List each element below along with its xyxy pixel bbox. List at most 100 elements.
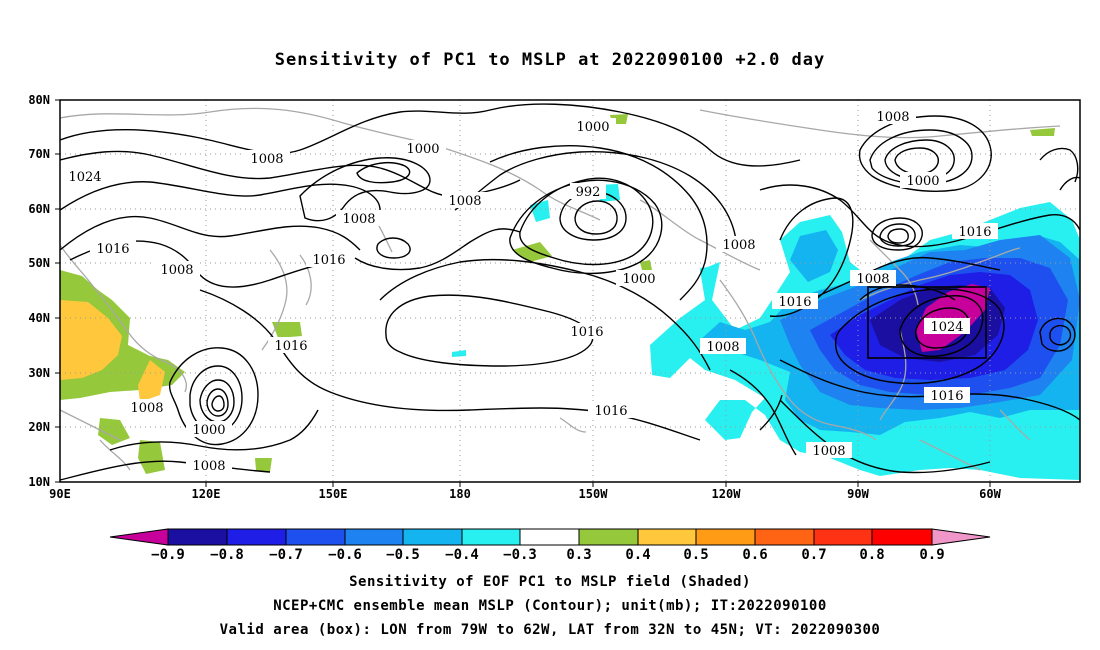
colorbar-segment (402, 528, 463, 546)
contour-label: 1016 (306, 251, 352, 268)
contour-label: 1000 (616, 270, 662, 287)
contour-label-group: 1000 1008 1000 1008 1024 1008 992 1008 1… (62, 108, 998, 474)
contour-label: 1000 (900, 172, 946, 189)
contour-label: 1008 (716, 236, 762, 253)
colorbar-label: 0.8 (859, 547, 884, 563)
lat-label: 30N (28, 366, 50, 380)
svg-text:1000: 1000 (406, 142, 439, 157)
svg-text:1016: 1016 (274, 339, 307, 354)
longitude-labels: 90E 120E 150E 180 150W 120W 90W 60W (49, 487, 1001, 501)
colorbar: −0.9 −0.8 −0.7 −0.6 −0.5 −0.4 −0.3 0.3 0… (109, 528, 991, 563)
svg-text:1016: 1016 (778, 295, 811, 310)
contour-label: 1008 (850, 270, 896, 287)
lon-label: 150E (319, 487, 348, 501)
colorbar-right-triangle (931, 528, 991, 546)
lat-label: 10N (28, 475, 50, 489)
svg-text:1000: 1000 (622, 272, 655, 287)
map-area: 1000 1008 1000 1008 1024 1008 992 1008 1… (60, 100, 1080, 482)
caption-line-2: NCEP+CMC ensemble mean MSLP (Contour); u… (273, 598, 827, 614)
svg-text:1008: 1008 (192, 459, 225, 474)
colorbar-label: 0.5 (683, 547, 708, 563)
contour-label: 1016 (90, 240, 136, 257)
contour-label: 1008 (336, 210, 382, 227)
colorbar-label: 0.7 (801, 547, 826, 563)
contour-label: 1008 (700, 338, 746, 355)
svg-text:1008: 1008 (342, 212, 375, 227)
contour-label: 1008 (124, 399, 170, 416)
lon-label: 90E (49, 487, 71, 501)
colorbar-segment (871, 528, 933, 546)
latitude-labels: 80N 70N 60N 50N 40N 30N 20N 10N (28, 93, 50, 489)
colorbar-label: −0.6 (328, 547, 362, 563)
svg-text:1008: 1008 (160, 263, 193, 278)
colorbar-label: 0.6 (742, 547, 767, 563)
colorbar-label: 0.4 (625, 547, 650, 563)
colorbar-label: 0.9 (919, 547, 944, 563)
svg-text:1008: 1008 (448, 194, 481, 209)
contour-label: 1016 (952, 223, 998, 240)
colorbar-label: −0.8 (210, 547, 244, 563)
contour-label: 1024 (62, 168, 108, 185)
svg-text:1024: 1024 (68, 170, 101, 185)
svg-text:1000: 1000 (192, 423, 225, 438)
lat-label: 70N (28, 147, 50, 161)
svg-text:1008: 1008 (250, 152, 283, 167)
svg-text:1016: 1016 (958, 225, 991, 240)
contour-label: 1000 (570, 118, 616, 135)
contour-label: 1000 (400, 140, 446, 157)
lat-label: 20N (28, 420, 50, 434)
svg-text:1008: 1008 (812, 444, 845, 459)
svg-text:992: 992 (576, 185, 601, 200)
svg-text:1008: 1008 (856, 272, 889, 287)
svg-text:1008: 1008 (722, 238, 755, 253)
svg-text:1016: 1016 (96, 242, 129, 257)
coastlines (60, 107, 1061, 471)
svg-text:1008: 1008 (876, 110, 909, 125)
colorbar-segment (344, 528, 404, 546)
colorbar-segment (167, 528, 228, 546)
svg-text:1016: 1016 (312, 253, 345, 268)
lat-label: 80N (28, 93, 50, 107)
contour-label: 1008 (244, 150, 290, 167)
contour-label: 1008 (186, 457, 232, 474)
contour-label: 1016 (588, 402, 634, 419)
lon-label: 90W (847, 487, 869, 501)
colorbar-segment (695, 528, 756, 546)
lat-label: 40N (28, 311, 50, 325)
colorbar-segment (754, 528, 815, 546)
contour-label: 1000 (186, 421, 232, 438)
colorbar-label: −0.5 (386, 547, 420, 563)
contour-label: 1016 (564, 323, 610, 340)
colorbar-segment (578, 528, 639, 546)
contour-label: 1008 (870, 108, 916, 125)
axis-ticks (55, 99, 991, 487)
valid-area-box (867, 286, 987, 359)
lat-label: 50N (28, 256, 50, 270)
colorbar-label: −0.4 (445, 547, 479, 563)
contour-label: 992 (570, 183, 606, 200)
contour-label: 1008 (154, 261, 200, 278)
colorbar-segment (637, 528, 697, 546)
svg-text:1024: 1024 (930, 320, 963, 335)
map-frame (59, 99, 1081, 483)
colorbar-label: −0.3 (503, 547, 537, 563)
lon-label: 150W (579, 487, 609, 501)
caption-line-1: Sensitivity of EOF PC1 to MSLP field (Sh… (349, 574, 751, 590)
colorbar-segment (519, 528, 580, 546)
contour-label: 1008 (442, 192, 488, 209)
positive-sensitivity-shading (60, 114, 1055, 474)
lat-label: 60N (28, 202, 50, 216)
svg-text:1000: 1000 (576, 120, 609, 135)
contour-label: 1008 (806, 442, 852, 459)
caption-line-3: Valid area (box): LON from 79W to 62W, L… (219, 622, 881, 638)
svg-text:1016: 1016 (930, 389, 963, 404)
svg-text:1000: 1000 (906, 174, 939, 189)
svg-text:1016: 1016 (570, 325, 603, 340)
colorbar-label: −0.9 (151, 547, 185, 563)
lon-label: 120W (712, 487, 742, 501)
colorbar-label: −0.7 (269, 547, 303, 563)
colorbar-left-triangle (109, 528, 169, 546)
colorbar-segment (226, 528, 287, 546)
contour-label: 1016 (772, 293, 818, 310)
